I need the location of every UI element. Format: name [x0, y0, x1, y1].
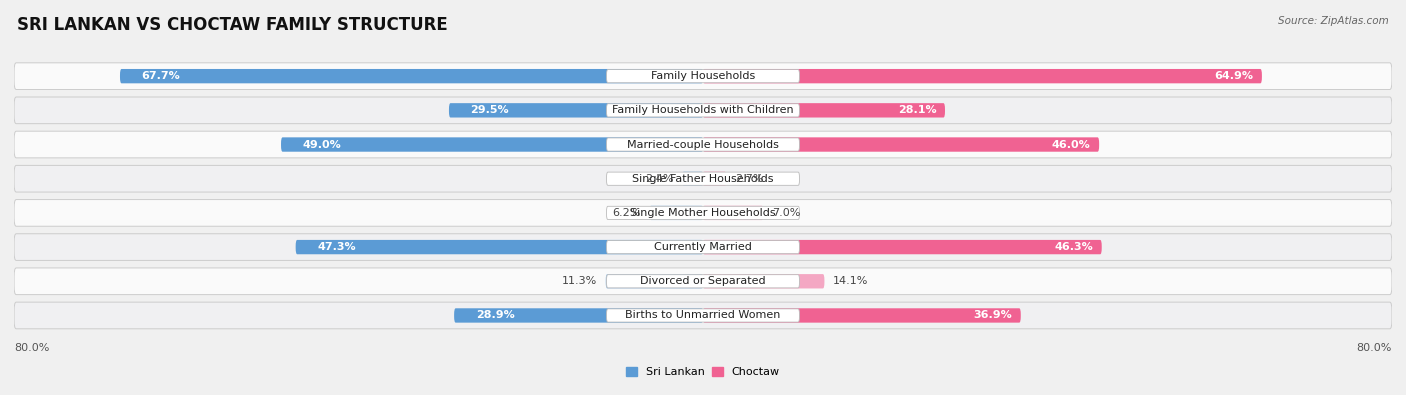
Text: Family Households: Family Households — [651, 71, 755, 81]
FancyBboxPatch shape — [14, 63, 1392, 90]
FancyBboxPatch shape — [703, 274, 824, 288]
FancyBboxPatch shape — [606, 172, 800, 185]
FancyBboxPatch shape — [650, 206, 703, 220]
FancyBboxPatch shape — [295, 240, 703, 254]
Text: Source: ZipAtlas.com: Source: ZipAtlas.com — [1278, 16, 1389, 26]
FancyBboxPatch shape — [703, 103, 945, 118]
Text: 46.0%: 46.0% — [1052, 139, 1091, 150]
FancyBboxPatch shape — [606, 138, 800, 151]
Text: 2.4%: 2.4% — [645, 174, 673, 184]
FancyBboxPatch shape — [14, 131, 1392, 158]
FancyBboxPatch shape — [606, 274, 703, 288]
Text: 28.1%: 28.1% — [898, 105, 936, 115]
FancyBboxPatch shape — [14, 234, 1392, 260]
FancyBboxPatch shape — [14, 97, 1392, 124]
Text: 49.0%: 49.0% — [302, 139, 342, 150]
FancyBboxPatch shape — [120, 69, 703, 83]
Text: Currently Married: Currently Married — [654, 242, 752, 252]
FancyBboxPatch shape — [606, 70, 800, 83]
FancyBboxPatch shape — [703, 206, 763, 220]
Text: SRI LANKAN VS CHOCTAW FAMILY STRUCTURE: SRI LANKAN VS CHOCTAW FAMILY STRUCTURE — [17, 16, 447, 34]
Text: 64.9%: 64.9% — [1215, 71, 1253, 81]
Text: 29.5%: 29.5% — [471, 105, 509, 115]
FancyBboxPatch shape — [606, 104, 800, 117]
FancyBboxPatch shape — [703, 69, 1263, 83]
Text: 80.0%: 80.0% — [1357, 343, 1392, 353]
Text: Single Mother Households: Single Mother Households — [630, 208, 776, 218]
Text: 46.3%: 46.3% — [1054, 242, 1092, 252]
FancyBboxPatch shape — [14, 199, 1392, 226]
FancyBboxPatch shape — [454, 308, 703, 323]
Text: Married-couple Households: Married-couple Households — [627, 139, 779, 150]
Text: Family Households with Children: Family Households with Children — [612, 105, 794, 115]
Text: 28.9%: 28.9% — [475, 310, 515, 320]
FancyBboxPatch shape — [606, 206, 800, 220]
Text: 2.7%: 2.7% — [735, 174, 763, 184]
Text: Divorced or Separated: Divorced or Separated — [640, 276, 766, 286]
FancyBboxPatch shape — [14, 268, 1392, 295]
Text: 36.9%: 36.9% — [973, 310, 1012, 320]
FancyBboxPatch shape — [449, 103, 703, 118]
Text: 47.3%: 47.3% — [318, 242, 356, 252]
FancyBboxPatch shape — [703, 171, 727, 186]
Text: Single Father Households: Single Father Households — [633, 174, 773, 184]
Text: 14.1%: 14.1% — [832, 276, 869, 286]
Text: Births to Unmarried Women: Births to Unmarried Women — [626, 310, 780, 320]
Legend: Sri Lankan, Choctaw: Sri Lankan, Choctaw — [626, 367, 780, 377]
Text: 80.0%: 80.0% — [14, 343, 49, 353]
FancyBboxPatch shape — [682, 171, 703, 186]
FancyBboxPatch shape — [606, 241, 800, 254]
FancyBboxPatch shape — [14, 302, 1392, 329]
FancyBboxPatch shape — [606, 275, 800, 288]
FancyBboxPatch shape — [14, 166, 1392, 192]
FancyBboxPatch shape — [606, 309, 800, 322]
FancyBboxPatch shape — [703, 240, 1102, 254]
FancyBboxPatch shape — [703, 137, 1099, 152]
Text: 67.7%: 67.7% — [142, 71, 180, 81]
Text: 6.2%: 6.2% — [613, 208, 641, 218]
Text: 7.0%: 7.0% — [772, 208, 800, 218]
FancyBboxPatch shape — [703, 308, 1021, 323]
Text: 11.3%: 11.3% — [562, 276, 598, 286]
FancyBboxPatch shape — [281, 137, 703, 152]
